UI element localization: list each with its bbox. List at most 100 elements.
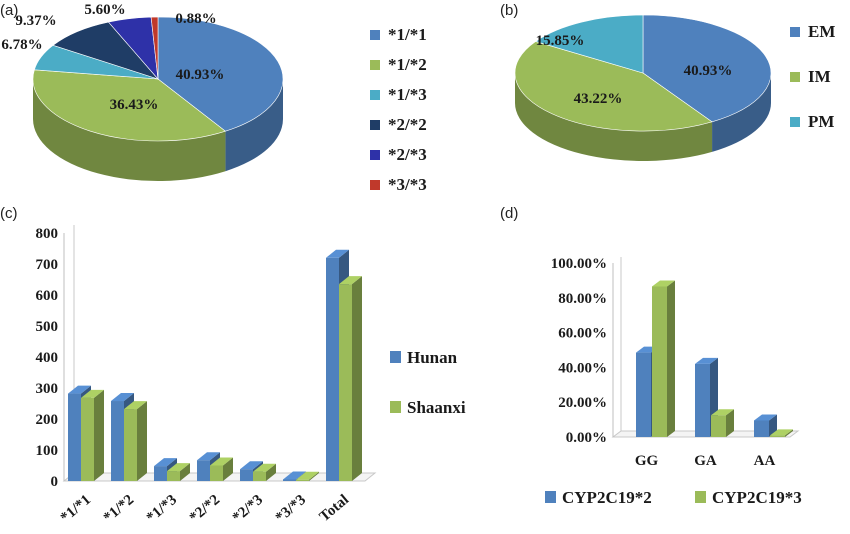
bar-cyp2c19-3-aa-top [770, 429, 793, 436]
bar-shaanxi-total-top [339, 276, 362, 285]
pie-label-em: 40.93% [684, 63, 733, 79]
bar-cyp2c19-3-ga [711, 415, 726, 437]
legend-label-im: IM [808, 67, 831, 86]
legend-swatch-2-3 [370, 150, 380, 160]
bar-hunan-1-2 [111, 401, 124, 481]
pie-side-1-1 [225, 79, 283, 172]
bar-shaanxi-3-3-top [296, 471, 319, 480]
legend-swatch-1-1 [370, 30, 380, 40]
pie-label-1-2: 36.43% [110, 97, 159, 113]
y-tick-40-00: 40.00% [558, 360, 607, 376]
bar-shaanxi-1-1-top [81, 389, 104, 398]
legend-swatch-cyp2c19-2 [545, 491, 556, 503]
pie-slice-im [514, 41, 713, 132]
bar-hunan-3-3 [283, 479, 296, 481]
x-tick-2-2: *2/*2 [187, 492, 223, 526]
pie-slice-1-1 [157, 16, 284, 132]
y-tick-0-00: 0.00% [566, 430, 607, 446]
x-tick-ga: GA [694, 453, 717, 469]
bar-cyp2c19-2-ga [695, 363, 710, 437]
pie-label-2-2: 9.37% [15, 13, 56, 29]
bar-hunan-2-2 [197, 460, 210, 481]
y-tick-60-00: 60.00% [558, 326, 607, 342]
legend-label-2-2: *2/*2 [388, 115, 427, 134]
legend-label-shaanxi: Shaanxi [407, 398, 466, 417]
y-tick-100-00: 100.00% [551, 256, 607, 272]
y-tick-200: 200 [36, 412, 59, 428]
pie-label-1-1: 40.93% [176, 67, 225, 83]
panel-label-b: (b) [500, 2, 518, 19]
bar-hunan-2-3 [240, 469, 253, 481]
legend-swatch-im [790, 72, 800, 82]
y-tick-20-00: 20.00% [558, 395, 607, 411]
bar-cyp2c19-2-gg [636, 352, 651, 437]
bar-hunan-1-3-top [154, 458, 177, 467]
legend-label-hunan: Hunan [407, 348, 458, 367]
bar-hunan-1-3 [154, 466, 167, 481]
y-tick-600: 600 [36, 288, 59, 304]
legend-label-cyp2c19-3: CYP2C19*3 [712, 488, 802, 507]
bar-cyp2c19-2-ga-top [695, 357, 718, 364]
legend-swatch-hunan [390, 351, 401, 363]
y-tick-80-00: 80.00% [558, 291, 607, 307]
y-tick-700: 700 [36, 257, 59, 273]
bar-shaanxi-2-2-top [210, 457, 233, 466]
bar-shaanxi-2-3-side [266, 463, 276, 481]
pie-label-1-3: 6.78% [1, 37, 42, 53]
pie-label-3-3: 0.88% [175, 11, 216, 27]
x-tick-total: Total [317, 492, 352, 525]
bar-cyp2c19-3-ga-top [711, 409, 734, 416]
bar-shaanxi-1-2-top [124, 401, 147, 410]
bar-shaanxi-3-3-side [309, 471, 319, 481]
y-tick-500: 500 [36, 319, 59, 335]
legend-swatch-cyp2c19-3 [695, 491, 706, 503]
bar-cyp2c19-2-aa [754, 420, 769, 437]
bar-shaanxi-1-3-side [180, 463, 190, 481]
panel-b: (b) 40.93% 43.22% 15.85% EM IM PM [450, 0, 850, 205]
x-tick-2-3: *2/*3 [230, 492, 266, 526]
y-tick-0: 0 [51, 474, 59, 490]
x-tick-1-1: *1/*1 [58, 492, 94, 526]
x-tick-3-3: *3/*3 [273, 492, 309, 526]
bar-cyp2c19-2-aa-side [769, 414, 777, 437]
bar-cyp2c19-3-aa-side [785, 429, 793, 437]
legend-swatch-3-3 [370, 180, 380, 190]
bar-hunan-1-1-top [68, 385, 91, 394]
bar-shaanxi-1-2-side [137, 401, 147, 481]
legend-label-cyp2c19-2: CYP2C19*2 [562, 488, 652, 507]
legend-label-1-3: *1/*3 [388, 85, 427, 104]
x-tick-aa: AA [754, 453, 776, 469]
pie-chart-phenotypes: (b) 40.93% 43.22% 15.85% EM IM PM [500, 2, 835, 161]
pie-slice-3-3 [150, 16, 159, 80]
legend-swatch-em [790, 27, 800, 37]
bar-shaanxi-1-1 [81, 397, 94, 481]
bar-shaanxi-total [339, 284, 352, 481]
bar-cyp2c19-3-ga-side [726, 409, 734, 437]
legend-swatch-1-2 [370, 60, 380, 70]
bar-hunan-2-3-top [240, 461, 263, 470]
bar-shaanxi-1-1-side [94, 389, 104, 481]
pie-side-1-2 [32, 79, 226, 182]
bar-cyp2c19-3-gg [652, 286, 667, 437]
panel-d: (d) 0.00% 20.00% 40.00% 60.00% 80.00% 100.00%… [495, 205, 850, 534]
bar-shaanxi-2-3-top [253, 463, 276, 472]
pie-label-pm: 15.85% [536, 33, 585, 49]
bar-shaanxi-1-3 [167, 471, 180, 481]
legend-swatch-shaanxi [390, 401, 401, 413]
x-tick-1-3: *1/*3 [144, 492, 180, 526]
bar-hunan-1-1 [68, 393, 81, 481]
bar-shaanxi-1-3-top [167, 463, 190, 472]
y-tick-800: 800 [36, 226, 59, 242]
bar-cyp2c19-3-gg-side [667, 280, 675, 437]
panel-label-d: (d) [500, 205, 518, 222]
bar-hunan-2-2-top [197, 452, 220, 461]
bar-hunan-total [326, 257, 339, 481]
legend-label-em: EM [808, 22, 835, 41]
pie-slice-1-2 [32, 69, 227, 142]
bar-cyp2c19-3-aa [770, 435, 785, 437]
y-tick-300: 300 [36, 381, 59, 397]
legend-label-3-3: *3/*3 [388, 175, 427, 194]
panel-c: (c) 0 100 200 300 400 500 600 700 800 *1/*1 *1/*2 *… [0, 205, 495, 534]
bar-hunan-total-top [326, 249, 349, 258]
